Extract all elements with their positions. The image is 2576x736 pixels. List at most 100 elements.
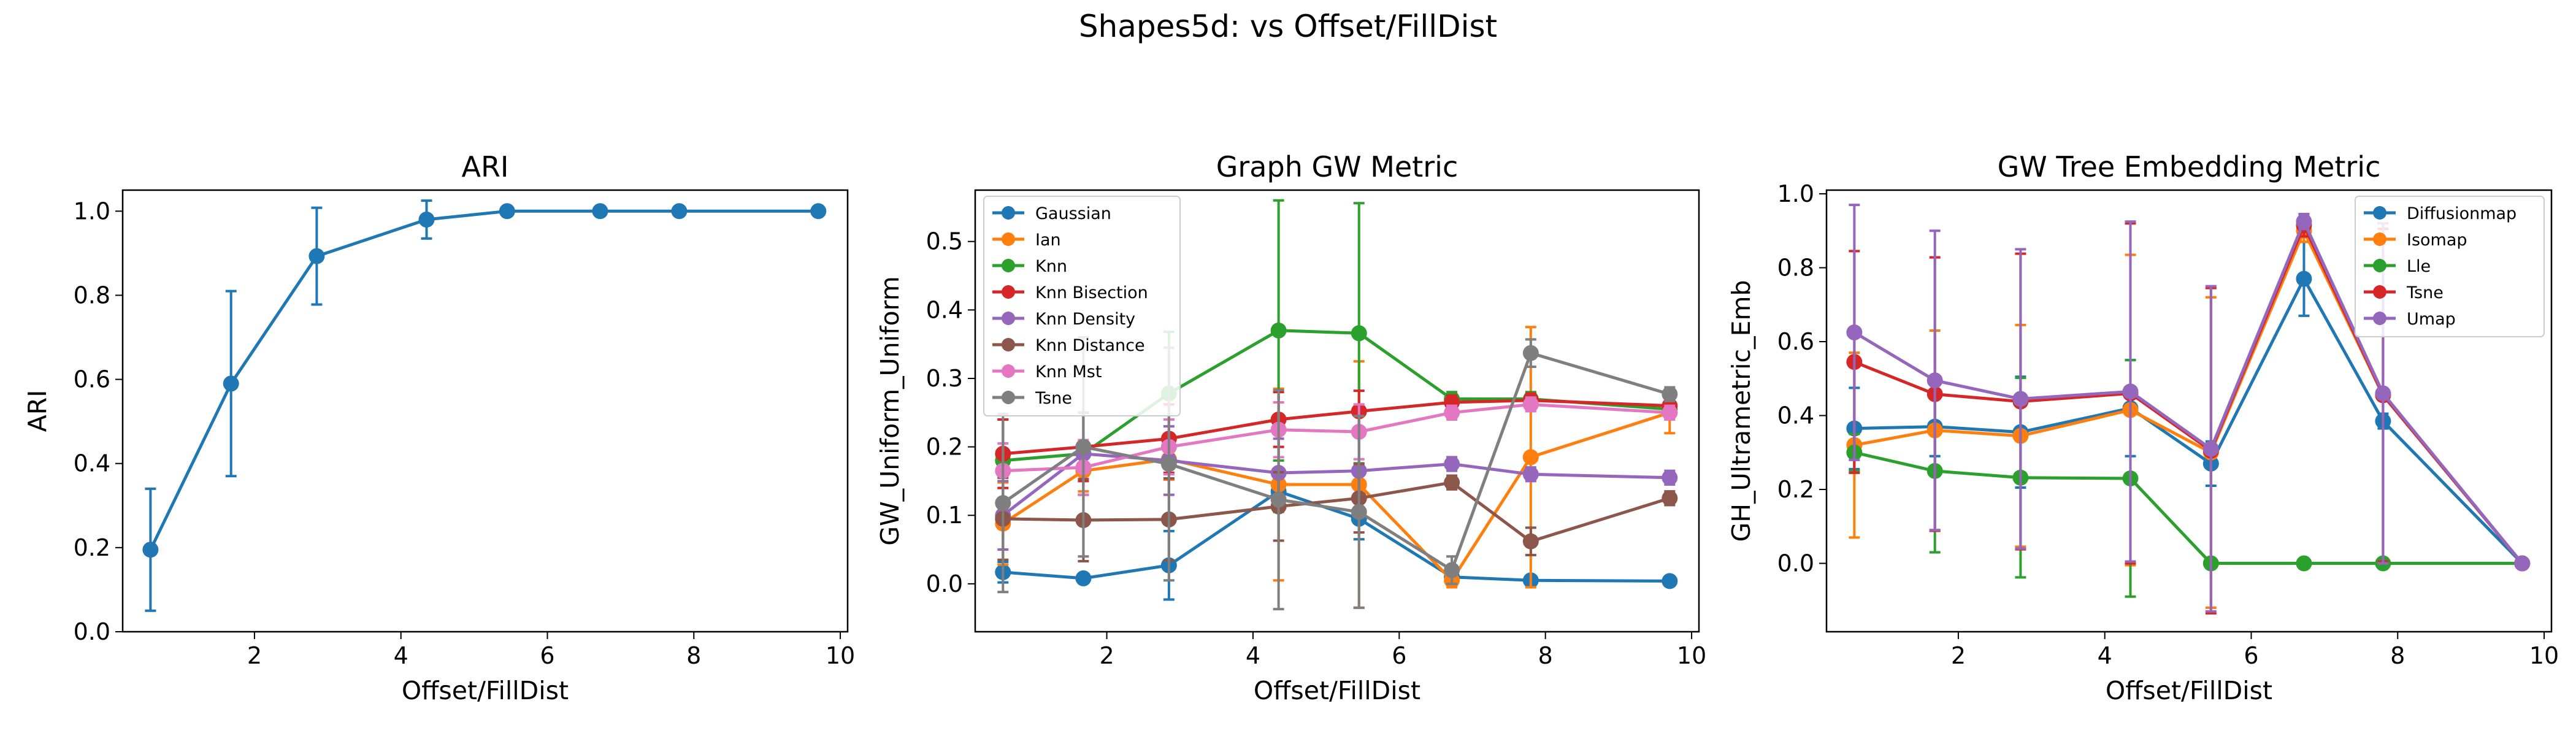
data-point <box>418 212 435 228</box>
data-point <box>1444 404 1460 421</box>
x-tick-label: 4 <box>2098 642 2112 669</box>
y-tick-label: 0.6 <box>1777 328 1814 355</box>
data-point <box>1846 324 1863 340</box>
legend-label: Isomap <box>2407 231 2467 250</box>
legend-label: Gaussian <box>1035 204 1111 223</box>
y-tick-label: 0.0 <box>926 570 963 597</box>
x-tick-label: 2 <box>1099 642 1114 669</box>
legend-marker <box>2373 232 2386 246</box>
legend-item: Lle <box>2364 257 2431 276</box>
data-point <box>1075 570 1092 586</box>
data-point <box>499 203 515 220</box>
legend-label: Knn Density <box>1035 310 1135 329</box>
legend-item: Isomap <box>2364 231 2467 250</box>
legend-frame <box>983 196 1181 416</box>
data-point <box>1662 404 1678 421</box>
data-point <box>1522 533 1539 550</box>
data-point <box>2202 440 2219 457</box>
series-line <box>1853 220 2524 565</box>
axes-frame <box>1825 189 2553 633</box>
y-tick-label: 0.8 <box>74 282 110 309</box>
data-point <box>1522 345 1539 361</box>
series-line <box>1853 451 2523 565</box>
legend-marker <box>1002 206 1015 220</box>
legend-item: Gaussian <box>992 204 1111 223</box>
x-tick-label: 2 <box>1951 642 1966 669</box>
y-tick-label: 0.4 <box>926 296 963 323</box>
data-point <box>1075 439 1092 455</box>
legend-item: Diffusionmap <box>2364 204 2517 223</box>
y-tick-label: 0.0 <box>1777 550 1814 577</box>
legend-frame <box>2355 196 2545 337</box>
data-point <box>1351 325 1367 342</box>
data-point <box>1160 456 1177 472</box>
x-tick-label: 8 <box>686 642 701 669</box>
legend: Gaussian Ian Knn Knn Bisection Knn Density Kn… <box>983 196 1181 416</box>
series-line <box>1854 277 2523 565</box>
y-tick-label: 0.4 <box>74 450 110 477</box>
series-0 <box>142 199 827 612</box>
data-point <box>2296 213 2312 230</box>
axes-frame <box>974 189 1700 633</box>
legend-item: Knn Distance <box>992 336 1145 355</box>
series-line <box>1003 481 1671 543</box>
series-gaussian <box>995 469 1678 601</box>
legend-marker <box>1002 312 1015 325</box>
legend-label: Tsne <box>2406 283 2444 302</box>
x-tick-label: 4 <box>1246 642 1260 669</box>
data-point <box>2012 391 2029 407</box>
legend-marker <box>1002 285 1015 299</box>
y-tick-label: 0.1 <box>926 502 963 529</box>
x-axis-label: Offset/FillDist <box>1254 676 1420 705</box>
x-tick-label: 2 <box>247 642 262 669</box>
legend-marker <box>1002 364 1015 378</box>
data-point <box>995 495 1011 512</box>
data-point <box>2296 270 2312 287</box>
legend-label: Lle <box>2407 257 2431 276</box>
legend-label: Knn Mst <box>1035 362 1102 381</box>
data-point <box>2375 385 2391 402</box>
data-point <box>2514 555 2531 572</box>
y-tick-label: 0.5 <box>926 228 963 255</box>
chart-title: ARI <box>462 150 509 183</box>
legend-item: Tsne <box>2364 283 2444 302</box>
legend-marker <box>1002 391 1015 404</box>
legend-item: Knn Bisection <box>992 283 1148 302</box>
data-point <box>592 203 608 220</box>
data-point <box>1270 491 1287 508</box>
data-point <box>810 203 827 220</box>
y-tick-label: 0.3 <box>926 365 963 392</box>
x-tick-label: 8 <box>2390 642 2405 669</box>
series-line <box>149 209 819 551</box>
x-tick-label: 10 <box>826 642 855 669</box>
y-tick-label: 0.8 <box>1777 255 1814 282</box>
x-tick-label: 6 <box>2244 642 2258 669</box>
chart-title: Graph GW Metric <box>1216 150 1458 183</box>
data-point <box>2296 555 2312 572</box>
series-line <box>1002 411 1671 582</box>
data-point <box>142 542 159 558</box>
legend-marker <box>2373 206 2386 220</box>
data-point <box>2122 383 2139 400</box>
x-tick-label: 8 <box>1538 642 1553 669</box>
data-point <box>309 248 325 264</box>
x-tick-label: 4 <box>394 642 408 669</box>
series-line <box>1002 452 1670 517</box>
data-point <box>1522 396 1539 413</box>
data-point <box>1522 449 1539 466</box>
data-point <box>1662 573 1678 589</box>
legend-item: Umap <box>2364 310 2456 329</box>
legend-label: Knn <box>1035 257 1067 276</box>
legend-marker <box>1002 232 1015 246</box>
chart-panel-3: GW Tree Embedding Metric 2 4 6 8 10 0.0 0.2 0.4 0… <box>1727 150 2559 705</box>
legend-item: Knn <box>992 257 1067 276</box>
data-point <box>1662 469 1678 486</box>
data-point <box>1522 466 1539 483</box>
y-tick-label: 0.2 <box>1777 476 1814 503</box>
y-axis-label: GW_Uniform_Uniform <box>875 276 905 545</box>
legend-label: Umap <box>2407 310 2456 329</box>
legend-label: Tsne <box>1035 389 1072 408</box>
data-point <box>1662 490 1678 507</box>
x-tick-label: 6 <box>1392 642 1406 669</box>
legend-item: Knn Density <box>992 310 1135 329</box>
